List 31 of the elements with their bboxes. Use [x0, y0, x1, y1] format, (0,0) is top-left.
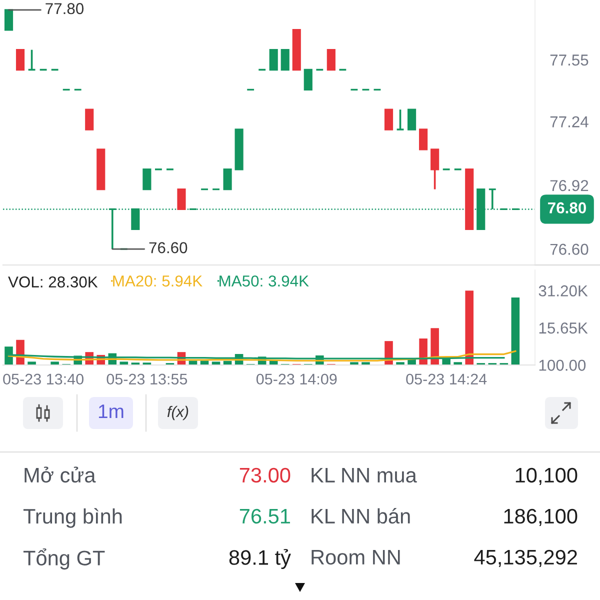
text: 45,135,292 [474, 550, 577, 568]
ref-line-label: 76.80 [548, 202, 586, 214]
y-tick-label: 77.24 [550, 116, 588, 128]
y-tick-label: 100.00 [539, 360, 586, 371]
x-tick-label: 05-23 14:24 [406, 374, 487, 385]
y-tick-label: 76.60 [550, 244, 588, 255]
legend-label: MA50: 3.94K [220, 275, 309, 287]
y-tick-label: 31.20K [538, 285, 588, 296]
text: KL NN bán [312, 508, 410, 524]
text: Room NN [312, 550, 400, 565]
text: Mở cửa [24, 466, 96, 483]
text: 76.51 [240, 508, 290, 524]
y-tick-label: 15.65K [539, 322, 588, 334]
text: 1m [98, 404, 124, 418]
annotation: 77.80 [46, 3, 84, 14]
y-tick-label: 76.92 [550, 180, 588, 192]
annotation: 76.60 [149, 242, 188, 254]
text: 73.00 [240, 468, 290, 483]
text: Tổng GT [23, 548, 105, 570]
legend-label: MA20: 5.94K [113, 275, 202, 287]
x-tick-label: 05-23 13:55 [106, 374, 188, 385]
text: KL NN mua [312, 468, 417, 483]
text: 10,100 [516, 468, 578, 486]
annotation: VOL: 28.30K [8, 276, 98, 288]
y-tick-label: 77.55 [550, 54, 588, 66]
x-tick-label: 05-23 13:40 [3, 374, 84, 385]
text: Trung bình [23, 508, 122, 528]
x-tick-label: 05-23 14:09 [256, 374, 337, 385]
text: 89.1 tỷ [229, 548, 291, 570]
text: f(x) [167, 406, 188, 420]
text: 186,100 [504, 508, 578, 526]
